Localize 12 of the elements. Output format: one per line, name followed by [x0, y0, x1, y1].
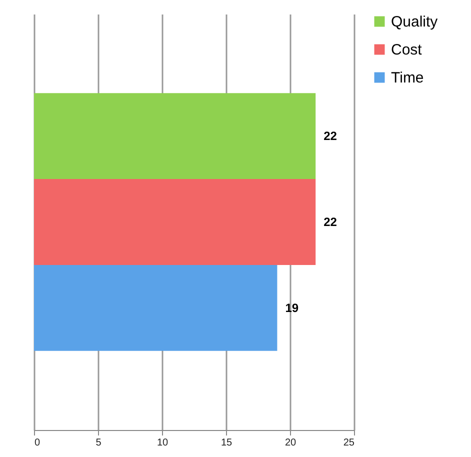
x-tick-label: 5: [96, 438, 102, 448]
data-label: 19: [285, 300, 299, 315]
legend-label: Cost: [391, 42, 423, 58]
x-tick-label: 10: [156, 438, 168, 448]
data-label: 22: [324, 129, 338, 144]
x-tick-label: 20: [284, 438, 296, 448]
x-tick-label: 0: [34, 438, 40, 448]
legend-label: Time: [391, 70, 424, 86]
legend-label: Quality: [391, 14, 438, 30]
data-label: 22: [324, 215, 338, 229]
x-tick-label: 15: [220, 438, 232, 448]
x-tick-label: 25: [343, 438, 355, 448]
